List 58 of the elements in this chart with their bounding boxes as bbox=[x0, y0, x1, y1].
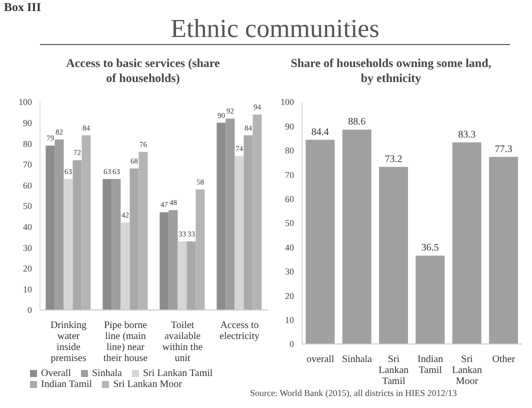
data-label: 36.5 bbox=[421, 242, 439, 254]
x-tick-label: Drinking water inside premises bbox=[50, 320, 87, 364]
y-tick-label: 100 bbox=[18, 97, 32, 108]
bar bbox=[112, 178, 121, 310]
bar bbox=[160, 212, 169, 310]
bar bbox=[379, 166, 408, 344]
y-tick-label: 40 bbox=[285, 242, 294, 252]
data-label: 77.3 bbox=[494, 144, 512, 155]
data-label: 84.4 bbox=[311, 126, 329, 138]
source-note: Source: World Bank (2015), all districts in HIES 2012/13 bbox=[250, 388, 457, 398]
y-tick-label: 10 bbox=[23, 284, 32, 294]
y-tick-label: 20 bbox=[23, 264, 32, 274]
x-tick-label: Indian Tamil bbox=[418, 354, 444, 376]
chart-title: Access to basic services (share of households) bbox=[65, 56, 221, 87]
bar bbox=[226, 118, 235, 310]
x-tick-label: Toilet available within the unit bbox=[162, 320, 204, 364]
y-tick-label: 20 bbox=[285, 290, 294, 301]
bar bbox=[489, 156, 518, 344]
y-tick-label: 60 bbox=[23, 180, 32, 190]
bar bbox=[216, 122, 226, 310]
bar bbox=[168, 210, 178, 310]
bar bbox=[342, 130, 372, 344]
y-tick-label: 0 bbox=[290, 339, 294, 350]
bar bbox=[306, 140, 335, 344]
data-label: 88.6 bbox=[348, 116, 366, 128]
y-tick-label: 90 bbox=[23, 118, 32, 128]
y-tick-label: 50 bbox=[285, 218, 294, 228]
chart-title: Share of households owning some land, by ethnicity bbox=[290, 56, 492, 87]
y-tick-label: 40 bbox=[23, 222, 32, 232]
x-tick-label: Sri Lankan Moor bbox=[452, 354, 482, 387]
x-tick-label: Access to electricity bbox=[220, 320, 260, 342]
bar bbox=[452, 142, 482, 344]
y-tick-label: 70 bbox=[23, 160, 32, 170]
y-tick-label: 30 bbox=[285, 266, 294, 277]
y-tick-label: 100 bbox=[280, 97, 294, 108]
y-tick-label: 80 bbox=[23, 138, 32, 149]
data-label: 83.3 bbox=[458, 129, 476, 140]
y-tick-label: 80 bbox=[285, 146, 294, 156]
y-tick-label: 30 bbox=[23, 242, 32, 253]
x-tick-label: Sinhala bbox=[342, 354, 373, 365]
text: Ethnic communities bbox=[40, 14, 510, 45]
x-tick-label: Pipe borne line (main line) near their house bbox=[103, 320, 148, 364]
x-tick-label: Sri Lankan Tamil bbox=[378, 354, 409, 387]
bar bbox=[46, 146, 55, 310]
x-tick-label: overall bbox=[306, 354, 334, 365]
y-tick-label: 60 bbox=[285, 194, 294, 204]
y-tick-label: 10 bbox=[285, 314, 294, 325]
y-tick-label: 90 bbox=[285, 121, 294, 132]
bar bbox=[102, 178, 112, 310]
x-tick-label: Other bbox=[492, 354, 516, 365]
text: Box III bbox=[4, 0, 42, 15]
bar bbox=[54, 139, 64, 310]
data-label: 73.2 bbox=[384, 154, 402, 165]
y-tick-label: 0 bbox=[28, 305, 32, 316]
legend-label: Overall bbox=[41, 368, 71, 379]
y-tick-label: 50 bbox=[23, 201, 32, 212]
y-tick-label: 70 bbox=[285, 170, 294, 180]
bar bbox=[416, 256, 445, 344]
